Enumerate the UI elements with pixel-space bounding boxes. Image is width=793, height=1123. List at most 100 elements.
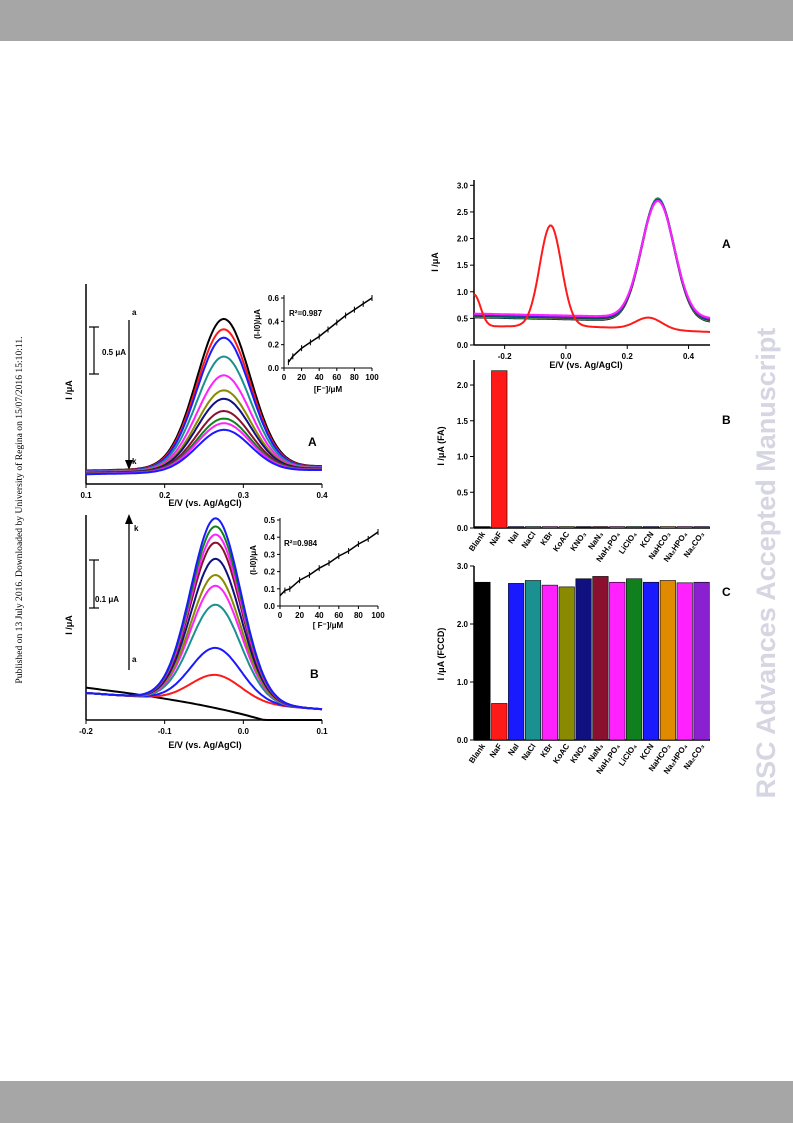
right-b-category-label: Blank (467, 530, 487, 553)
right-a-ytick-label: 0.5 (457, 314, 469, 323)
right-chart-c: 0.01.02.03.0 Blank NaF NaI NaCl KBrKoACKNO₃N… (436, 562, 731, 776)
right-b-ytick-label: 1.5 (457, 417, 469, 426)
left-a-xtick-label: 0.2 (159, 491, 171, 500)
inset-b-xtick-label: 20 (295, 611, 304, 620)
left-b-curves (85, 517, 323, 721)
right-c-panel-label: C (722, 585, 731, 599)
inset-b-r2: R²=0.984 (284, 539, 318, 548)
arrow-b-end-label: k (134, 524, 139, 533)
left-b-curve (85, 517, 323, 711)
right-c-category-label: KoAC (551, 742, 571, 766)
footer-bar (0, 1081, 793, 1123)
inset-a-ylabel: (I-I0)/μA (253, 309, 262, 339)
right-a-xtick-label: 0.4 (683, 352, 695, 361)
left-b-xtick-label: -0.2 (79, 727, 93, 736)
right-a-ytick-label: 2.0 (457, 235, 469, 244)
right-a-ytick-label: 0.0 (457, 341, 469, 350)
right-c-category-label: LiClO₄ (617, 742, 639, 768)
left-b-curve (85, 646, 323, 711)
left-a-curve (86, 428, 323, 476)
right-a-xtick-label: -0.2 (498, 352, 512, 361)
right-b-axes (473, 360, 710, 529)
left-a-xtick-label: 0.3 (238, 491, 250, 500)
right-b-category-label: NaF (488, 530, 504, 548)
right-c-category-label: NaCl (520, 742, 538, 762)
inset-b-xtick-label: 80 (354, 611, 363, 620)
left-a-axes (85, 284, 322, 485)
left-a-xtick-label: 0.1 (80, 491, 92, 500)
arrow-a-start-label: a (132, 308, 137, 317)
right-a-curve (473, 198, 711, 321)
left-chart-a: 0.1 0.2 0.3 0.4 E/V (vs. Ag/AgCl) I /μA 0.5… (64, 284, 379, 508)
right-c-bar (659, 580, 676, 741)
scale-bar-a-label: 0.5 μA (102, 348, 126, 357)
right-c-bar (558, 586, 575, 741)
inset-a-xtick-label: 20 (297, 373, 306, 382)
left-b-ylabel: I /μA (64, 615, 74, 635)
right-chart-b: 0.0 0.5 1.0 1.5 2.0 Blank NaF NaI NaCl KBrKoACKN… (436, 360, 731, 564)
right-a-xtick-label: 0.2 (622, 352, 634, 361)
right-a-ylabel: I /μA (430, 252, 440, 272)
right-c-category-label: NaF (488, 742, 504, 760)
inset-a-xtick-label: 0 (282, 373, 287, 382)
right-b-ytick-label: 0.0 (457, 524, 469, 533)
right-c-ytick-label: 3.0 (457, 562, 469, 571)
left-b-xtick-label: 0.1 (316, 727, 328, 736)
right-a-fluoride-curve (473, 224, 711, 333)
right-b-bar (693, 526, 710, 529)
journal-watermark-text: RSC Advances Accepted Manuscript (751, 327, 781, 799)
left-a-curve (85, 317, 323, 472)
right-a-curve (474, 199, 711, 319)
right-b-bar (659, 526, 676, 529)
left-b-xlabel: E/V (vs. Ag/AgCl) (168, 740, 241, 750)
right-a-ytick-label: 1.0 (457, 288, 469, 297)
right-c-category-label: KBr (539, 742, 555, 759)
right-c-bar (642, 581, 660, 741)
arrow-a-end-label: k (132, 457, 137, 466)
right-b-bar (508, 526, 525, 529)
inset-b-ytick-label: 0.5 (264, 516, 276, 525)
right-b-bar (626, 526, 643, 529)
right-a-curve (474, 198, 711, 320)
right-c-bar (491, 703, 508, 741)
inset-a-xtick-label: 80 (350, 373, 359, 382)
right-b-bar (541, 526, 558, 529)
right-a-ytick-label: 2.5 (457, 208, 469, 217)
publication-note-text: Published on 13 July 2016. Downloaded by… (14, 336, 25, 684)
right-b-bar (524, 526, 542, 529)
right-b-panel-label: B (722, 413, 731, 427)
inset-a-ytick-label: 0.2 (268, 341, 280, 350)
inset-a-xlabel: [F⁻]/μM (314, 385, 343, 394)
right-a-curve (474, 198, 711, 321)
inset-b-xtick-label: 100 (371, 611, 385, 620)
inset-b-fit-line (279, 531, 379, 597)
inset-b: 0 20 40 60 80 100 0.0 0.1 0.2 0.3 0.4 0.5 (I-I0)/μA… (249, 516, 385, 630)
arrow-a: a k (125, 308, 137, 470)
left-b-curve (85, 541, 323, 711)
arrow-b: k a (125, 514, 139, 670)
right-b-category-label: KBr (539, 530, 555, 547)
right-c-bar (693, 581, 710, 741)
right-c-ytick-label: 2.0 (457, 620, 469, 629)
right-b-category-label: NaCl (520, 530, 538, 550)
inset-b-ytick-label: 0.0 (264, 602, 276, 611)
right-b-category-label: KNO₃ (569, 530, 589, 553)
left-b-curve (85, 584, 323, 711)
inset-a-ytick-label: 0.4 (268, 317, 280, 326)
inset-b-xtick-label: 0 (278, 611, 283, 620)
right-c-ylabel: I /μA (FCCD) (436, 628, 446, 681)
right-b-ytick-label: 1.0 (457, 453, 469, 462)
inset-a-xtick-label: 100 (365, 373, 379, 382)
scale-bar-b: 0.1 μA (89, 559, 119, 609)
inset-a-r2: R²=0.987 (289, 309, 323, 318)
right-a-curve (474, 198, 711, 322)
right-b-bar (592, 526, 609, 529)
right-a-ytick-label: 1.5 (457, 261, 469, 270)
left-a-panel-label: A (308, 435, 317, 449)
header-bar (0, 0, 793, 41)
right-a-xlabel: E/V (vs. Ag/AgCl) (549, 360, 622, 370)
right-a-curve (473, 199, 711, 320)
right-c-bar (508, 583, 525, 741)
left-a-curve (86, 355, 322, 473)
right-a-xtick-label: 0.0 (560, 352, 572, 361)
